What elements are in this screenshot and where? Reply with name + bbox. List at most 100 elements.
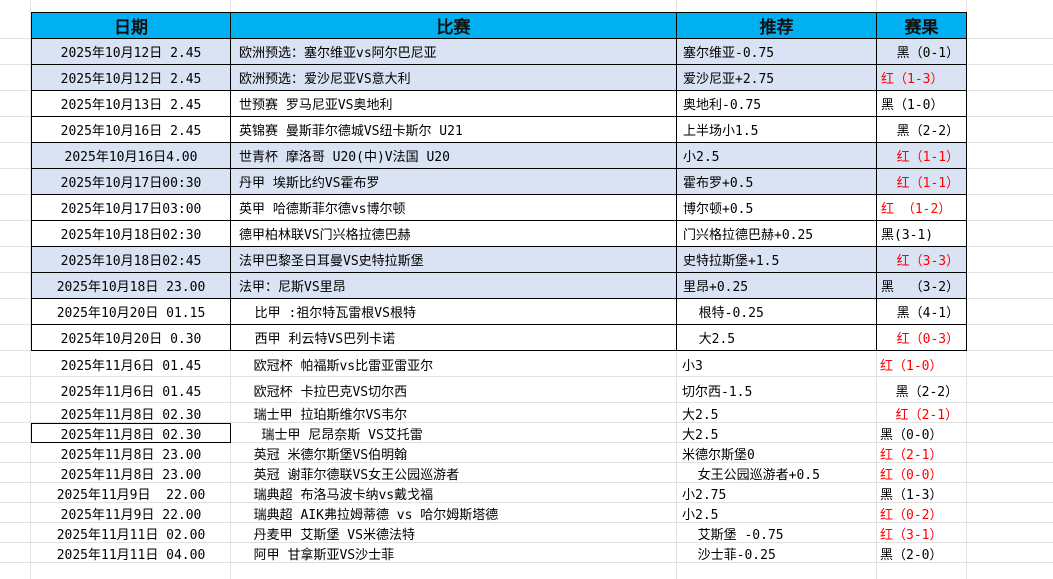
date-cell[interactable]: 2025年11月11日 02.00 bbox=[56, 527, 206, 543]
date-cell[interactable]: 2025年11月8日 02.30 bbox=[60, 407, 202, 423]
pick-cell[interactable]: 小3 bbox=[682, 358, 703, 374]
date-cell[interactable]: 2025年10月20日 0.30 bbox=[31, 324, 231, 351]
pick-cell[interactable]: 爱沙尼亚+2.75 bbox=[676, 64, 877, 91]
date-cell[interactable]: 2025年11月6日 01.45 bbox=[60, 358, 202, 374]
date-cell[interactable]: 2025年11月11日 04.00 bbox=[56, 547, 206, 563]
date-cell[interactable]: 2025年10月12日 2.45 bbox=[31, 64, 231, 91]
header-match[interactable]: 比赛 bbox=[230, 12, 677, 39]
pick-cell[interactable]: 史特拉斯堡+1.5 bbox=[676, 246, 877, 273]
date-cell[interactable]: 2025年11月8日 23.00 bbox=[60, 467, 202, 483]
result-cell[interactable]: 红（3-3） bbox=[876, 246, 967, 273]
pick-cell[interactable]: 米德尔斯堡0 bbox=[682, 447, 755, 463]
date-cell[interactable]: 2025年11月6日 01.45 bbox=[60, 384, 202, 400]
match-cell[interactable]: 法甲：尼斯VS里昂 bbox=[230, 272, 677, 299]
match-cell[interactable]: 丹麦甲 艾斯堡 VS米德法特 bbox=[238, 527, 415, 543]
pick-cell[interactable]: 里昂+0.25 bbox=[676, 272, 877, 299]
result-cell[interactable]: 黑(3-1) bbox=[876, 220, 967, 247]
result-cell[interactable]: 黑（2-2） bbox=[876, 116, 967, 143]
pick-cell[interactable]: 门兴格拉德巴赫+0.25 bbox=[676, 220, 877, 247]
date-cell[interactable]: 2025年10月18日02:45 bbox=[31, 246, 231, 273]
header-pick[interactable]: 推荐 bbox=[676, 12, 877, 39]
pick-cell[interactable]: 根特-0.25 bbox=[676, 298, 877, 325]
header-result[interactable]: 赛果 bbox=[876, 12, 967, 39]
pick-cell[interactable]: 切尔西-1.5 bbox=[682, 384, 753, 400]
result-cell[interactable]: 黑（1-3） bbox=[880, 487, 943, 503]
gridline bbox=[0, 522, 1053, 523]
match-cell[interactable]: 西甲 利云特VS巴列卡诺 bbox=[230, 324, 677, 351]
pick-cell[interactable]: 博尔顿+0.5 bbox=[676, 194, 877, 221]
pick-cell[interactable]: 小2.5 bbox=[676, 142, 877, 169]
match-cell[interactable]: 阿甲 甘拿斯亚VS沙士菲 bbox=[238, 547, 395, 563]
date-cell[interactable]: 2025年11月8日 02.30 bbox=[31, 423, 231, 443]
pick-cell[interactable]: 上半场小1.5 bbox=[676, 116, 877, 143]
result-cell[interactable]: 红（0-3） bbox=[876, 324, 967, 351]
date-cell[interactable]: 2025年10月16日 2.45 bbox=[31, 116, 231, 143]
pick-cell[interactable]: 塞尔维亚-0.75 bbox=[676, 38, 877, 65]
match-cell[interactable]: 欧冠杯 帕福斯vs比雷亚雷亚尔 bbox=[238, 358, 434, 374]
table-row: 2025年10月12日 2.45 欧洲预选：爱沙尼亚VS意大利 爱沙尼亚+2.75 红… bbox=[0, 64, 1053, 91]
result-cell[interactable]: 红（2-1） bbox=[880, 407, 959, 423]
match-cell[interactable]: 比甲 :祖尔特瓦雷根VS根特 bbox=[230, 298, 677, 325]
date-cell[interactable]: 2025年11月9日 22.00 bbox=[60, 507, 202, 523]
pick-cell[interactable]: 艾斯堡 -0.75 bbox=[682, 527, 784, 543]
date-cell[interactable]: 2025年10月17日00:30 bbox=[31, 168, 231, 195]
match-cell[interactable]: 英冠 谢菲尔德联VS女王公园巡游者 bbox=[238, 467, 460, 483]
table-row: 2025年10月20日 0.30 西甲 利云特VS巴列卡诺 大2.5 红（0-3… bbox=[0, 324, 1053, 351]
table-row: 2025年10月18日02:30 德甲柏林联VS门兴格拉德巴赫 门兴格拉德巴赫+0.… bbox=[0, 220, 1053, 247]
result-cell[interactable]: 红（1-0） bbox=[880, 358, 943, 374]
match-cell[interactable]: 英甲 哈德斯菲尔德vs博尔顿 bbox=[230, 194, 677, 221]
match-cell[interactable]: 丹甲 埃斯比约VS霍布罗 bbox=[230, 168, 677, 195]
table-row: 2025年10月18日02:45 法甲巴黎圣日耳曼VS史特拉斯堡 史特拉斯堡+1.5… bbox=[0, 246, 1053, 273]
date-cell[interactable]: 2025年10月12日 2.45 bbox=[31, 38, 231, 65]
pick-cell[interactable]: 大2.5 bbox=[676, 324, 877, 351]
date-cell[interactable]: 2025年10月20日 01.15 bbox=[31, 298, 231, 325]
header-date[interactable]: 日期 bbox=[31, 12, 231, 39]
result-cell[interactable]: 红（1-3） bbox=[876, 64, 967, 91]
result-cell[interactable]: 黑（0-1） bbox=[876, 38, 967, 65]
match-cell[interactable]: 欧洲预选：塞尔维亚vs阿尔巴尼亚 bbox=[230, 38, 677, 65]
match-cell[interactable]: 世青杯 摩洛哥 U20(中)V法国 U20 bbox=[230, 142, 677, 169]
match-cell[interactable]: 英锦赛 曼斯菲尔德城VS纽卡斯尔 U21 bbox=[230, 116, 677, 143]
match-cell[interactable]: 法甲巴黎圣日耳曼VS史特拉斯堡 bbox=[230, 246, 677, 273]
pick-cell[interactable]: 女王公园巡游者+0.5 bbox=[682, 467, 820, 483]
match-cell[interactable]: 瑞典超 布洛马波卡纳vs戴戈福 bbox=[238, 487, 434, 503]
match-cell[interactable]: 瑞典超 AIK弗拉姆蒂德 vs 哈尔姆斯塔德 bbox=[238, 507, 499, 523]
result-cell[interactable]: 红（1-1） bbox=[876, 168, 967, 195]
result-cell[interactable]: 黑（1-0） bbox=[876, 90, 967, 117]
match-cell[interactable]: 德甲柏林联VS门兴格拉德巴赫 bbox=[230, 220, 677, 247]
date-cell[interactable]: 2025年10月17日03:00 bbox=[31, 194, 231, 221]
pick-cell[interactable]: 大2.5 bbox=[682, 407, 719, 423]
match-cell[interactable]: 瑞士甲 拉珀斯维尔VS韦尔 bbox=[238, 407, 408, 423]
match-cell[interactable]: 世预赛 罗马尼亚VS奥地利 bbox=[230, 90, 677, 117]
result-cell[interactable]: 黑（0-0） bbox=[880, 427, 943, 443]
match-cell[interactable]: 欧洲预选：爱沙尼亚VS意大利 bbox=[230, 64, 677, 91]
match-cell[interactable]: 瑞士甲 尼昂奈斯 VS艾托雷 bbox=[238, 427, 423, 443]
result-cell[interactable]: 黑 （3-2） bbox=[876, 272, 967, 299]
pick-cell[interactable]: 霍布罗+0.5 bbox=[676, 168, 877, 195]
pick-cell[interactable]: 沙士菲-0.25 bbox=[682, 547, 776, 563]
date-cell[interactable]: 2025年11月8日 23.00 bbox=[60, 447, 202, 463]
result-cell[interactable]: 红（0-2） bbox=[880, 507, 943, 523]
date-cell[interactable]: 2025年10月18日 23.00 bbox=[31, 272, 231, 299]
pick-cell[interactable]: 小2.5 bbox=[682, 507, 719, 523]
result-cell[interactable]: 黑（4-1） bbox=[876, 298, 967, 325]
pick-cell[interactable]: 奥地利-0.75 bbox=[676, 90, 877, 117]
match-cell[interactable]: 英冠 米德尔斯堡VS伯明翰 bbox=[238, 447, 408, 463]
result-cell[interactable]: 红（1-1） bbox=[876, 142, 967, 169]
gridline bbox=[0, 422, 1053, 423]
date-cell[interactable]: 2025年10月13日 2.45 bbox=[31, 90, 231, 117]
date-cell[interactable]: 2025年11月9日 22.00 bbox=[56, 487, 206, 503]
gridline bbox=[0, 562, 1053, 563]
result-cell[interactable]: 红（0-0） bbox=[880, 467, 943, 483]
pick-cell[interactable]: 小2.75 bbox=[682, 487, 727, 503]
date-cell[interactable]: 2025年10月18日02:30 bbox=[31, 220, 231, 247]
pick-cell[interactable]: 大2.5 bbox=[682, 427, 719, 443]
result-cell[interactable]: 黑（2-0） bbox=[880, 547, 943, 563]
date-cell[interactable]: 2025年10月16日4.00 bbox=[31, 142, 231, 169]
result-cell[interactable]: 红 （1-2） bbox=[876, 194, 967, 221]
result-cell[interactable]: 红（3-1） bbox=[880, 527, 943, 543]
match-cell[interactable]: 欧冠杯 卡拉巴克VS切尔西 bbox=[238, 384, 408, 400]
result-cell[interactable]: 红（2-1） bbox=[880, 447, 943, 463]
result-cell[interactable]: 黑（2-2） bbox=[880, 384, 959, 400]
